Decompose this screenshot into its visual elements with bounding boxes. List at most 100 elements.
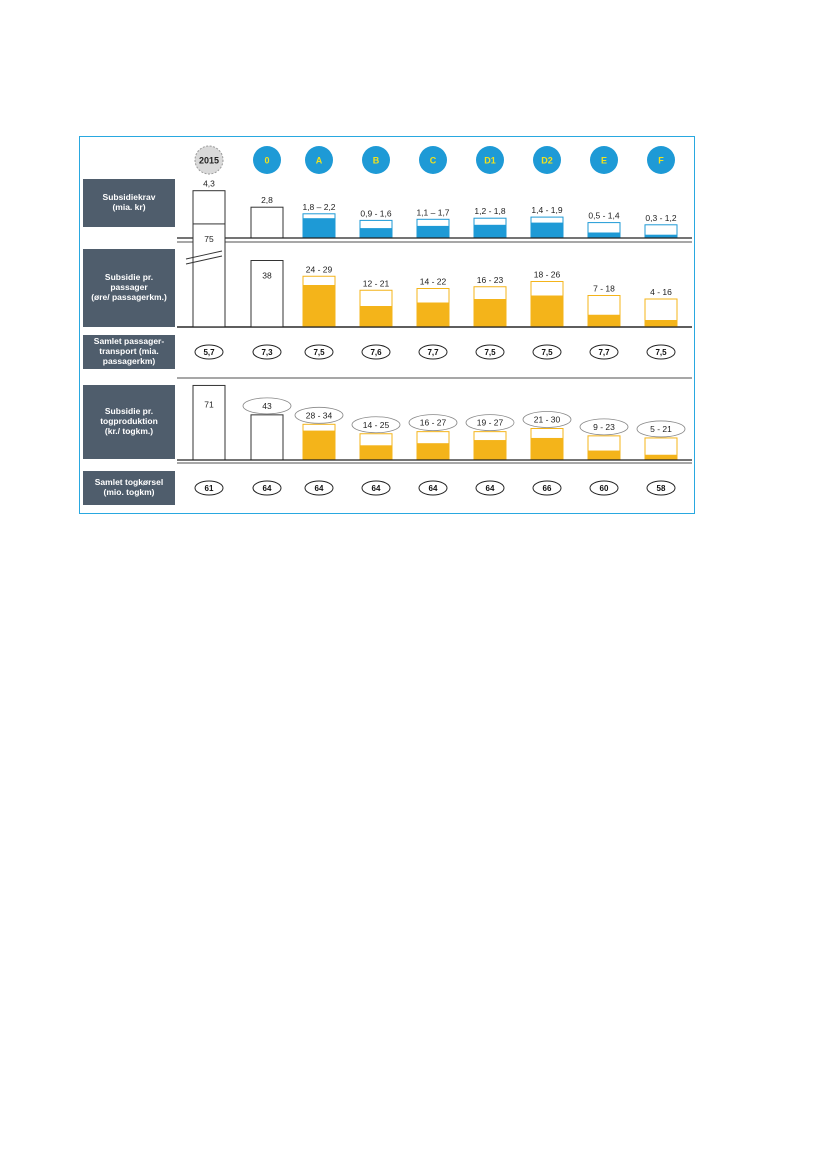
- scenario-badge-D1: [476, 146, 504, 174]
- value-text-B: 64: [372, 484, 381, 493]
- value-label-A: 24 - 29: [306, 264, 333, 274]
- value-oval-D2: [532, 344, 562, 360]
- value-label-D1: 1,2 - 1,8: [474, 206, 505, 216]
- bar-0: [250, 206, 284, 239]
- bar-fill-D2: [531, 295, 563, 327]
- chart-canvas: 2015 0 A B C D1 D2 E F 4,3 2,8 1,8 – 2,2 0,9 - 1,6 1,…: [177, 145, 692, 496]
- value-label-D2: 18 - 26: [534, 270, 561, 280]
- bar-fill-D1: [474, 299, 506, 327]
- value-text-0: 7,3: [261, 348, 273, 357]
- value-label-D1: 16 - 23: [477, 275, 504, 285]
- value-text-F: 58: [657, 484, 666, 493]
- value-oval-E: [589, 480, 619, 496]
- value-label-A: 28 - 34: [306, 410, 333, 420]
- value-oval-B: [361, 480, 391, 496]
- bar-fill-A: [303, 218, 335, 238]
- value-oval-C: [418, 480, 448, 496]
- value-ellipse-F: [636, 420, 686, 438]
- value-label-B: 0,9 - 1,6: [360, 208, 391, 218]
- scenario-label-D2: D2: [541, 156, 553, 166]
- value-label-E: 7 - 18: [593, 284, 615, 294]
- value-ellipse-0: [242, 397, 292, 415]
- value-label-E: 0,5 - 1,4: [588, 211, 619, 221]
- row-label-subsidie-togproduktion: Subsidie pr. togproduktion (kr./ togkm.): [83, 385, 175, 459]
- scenario-badge-D2: [533, 146, 561, 174]
- value-label-C: 1,1 – 1,7: [416, 207, 449, 217]
- scenario-badge-0: [253, 146, 281, 174]
- bar-0: [250, 260, 284, 328]
- value-oval-A: [304, 480, 334, 496]
- value-text-A: 64: [315, 484, 324, 493]
- bar-fill-E: [588, 232, 620, 238]
- row-label-samlet-togkoersel: Samlet togkørsel (mio. togkm): [83, 471, 175, 505]
- scenario-badge-F: [647, 146, 675, 174]
- scenario-label-E: E: [601, 156, 607, 166]
- axis-break-mark: [185, 255, 223, 265]
- value-oval-F: [646, 480, 676, 496]
- value-oval-A: [304, 344, 334, 360]
- bar-fill-F: [645, 454, 677, 460]
- bar-fill-A: [303, 285, 335, 327]
- scenario-badge-B: [362, 146, 390, 174]
- value-ellipse-E: [579, 418, 629, 436]
- scenario-badge-A: [305, 146, 333, 174]
- value-oval-0: [252, 480, 282, 496]
- value-oval-E: [589, 344, 619, 360]
- value-oval-2015: [194, 480, 224, 496]
- bar-fill-D1: [474, 224, 506, 238]
- value-text-E: 7,7: [598, 348, 610, 357]
- value-oval-2015: [194, 344, 224, 360]
- row-label-samlet-passagertransport: Samlet passager- transport (mia. passage…: [83, 335, 175, 369]
- scenario-badge-E: [590, 146, 618, 174]
- bar-fill-A: [303, 430, 335, 460]
- value-text-D1: 64: [486, 484, 495, 493]
- bar-fill-F: [645, 234, 677, 238]
- scenario-comparison-figure: Subsidiekrav (mia. kr) Subsidie pr. pass…: [79, 136, 695, 514]
- value-oval-D1: [475, 344, 505, 360]
- value-label-B: 12 - 21: [363, 278, 390, 288]
- value-oval-C: [418, 344, 448, 360]
- bar-fill-C: [417, 225, 449, 238]
- value-label-0: 2,8: [261, 195, 273, 205]
- value-ellipse-C: [408, 414, 458, 432]
- value-ellipse-D1: [465, 414, 515, 432]
- value-text-F: 7,5: [655, 348, 667, 357]
- row-label-subsidie-passager: Subsidie pr. passager (øre/ passagerkm.): [83, 249, 175, 327]
- scenario-label-0: 0: [264, 156, 269, 166]
- value-text-B: 7,6: [370, 348, 382, 357]
- bar-fill-D2: [531, 222, 563, 238]
- bar-fill-E: [588, 314, 620, 327]
- value-label-D2: 1,4 - 1,9: [531, 205, 562, 215]
- value-oval-D1: [475, 480, 505, 496]
- value-oval-0: [252, 344, 282, 360]
- value-ellipse-B: [351, 416, 401, 434]
- value-ellipse-D2: [522, 411, 572, 428]
- row-label-subsidiekrav: Subsidiekrav (mia. kr): [83, 179, 175, 227]
- value-text-D1: 7,5: [484, 348, 496, 357]
- value-ellipse-A: [294, 406, 344, 424]
- value-text-D2: 7,5: [541, 348, 553, 357]
- value-label-C: 14 - 22: [420, 277, 447, 287]
- bar-fill-C: [417, 302, 449, 327]
- value-label-B: 14 - 25: [363, 420, 390, 430]
- bar-fill-E: [588, 450, 620, 460]
- bar-fill-B: [360, 228, 392, 238]
- value-label-2015: 4,3: [203, 179, 215, 189]
- value-label-A: 1,8 – 2,2: [302, 202, 335, 212]
- value-text-D2: 66: [543, 484, 552, 493]
- bar-fill-D2: [531, 437, 563, 460]
- bar-fill-F: [645, 320, 677, 327]
- scenario-label-A: A: [316, 156, 323, 166]
- value-label-0: 38: [262, 271, 272, 281]
- bar-fill-B: [360, 445, 392, 460]
- value-label-F: 5 - 21: [650, 424, 672, 434]
- bar-0: [250, 414, 284, 461]
- value-oval-F: [646, 344, 676, 360]
- value-oval-B: [361, 344, 391, 360]
- value-text-E: 60: [600, 484, 609, 493]
- value-label-D2: 21 - 30: [534, 415, 561, 425]
- value-label-D1: 19 - 27: [477, 418, 504, 428]
- value-label-2015: 71: [204, 399, 214, 409]
- scenario-label-B: B: [373, 156, 380, 166]
- axis-break-mark: [185, 250, 223, 260]
